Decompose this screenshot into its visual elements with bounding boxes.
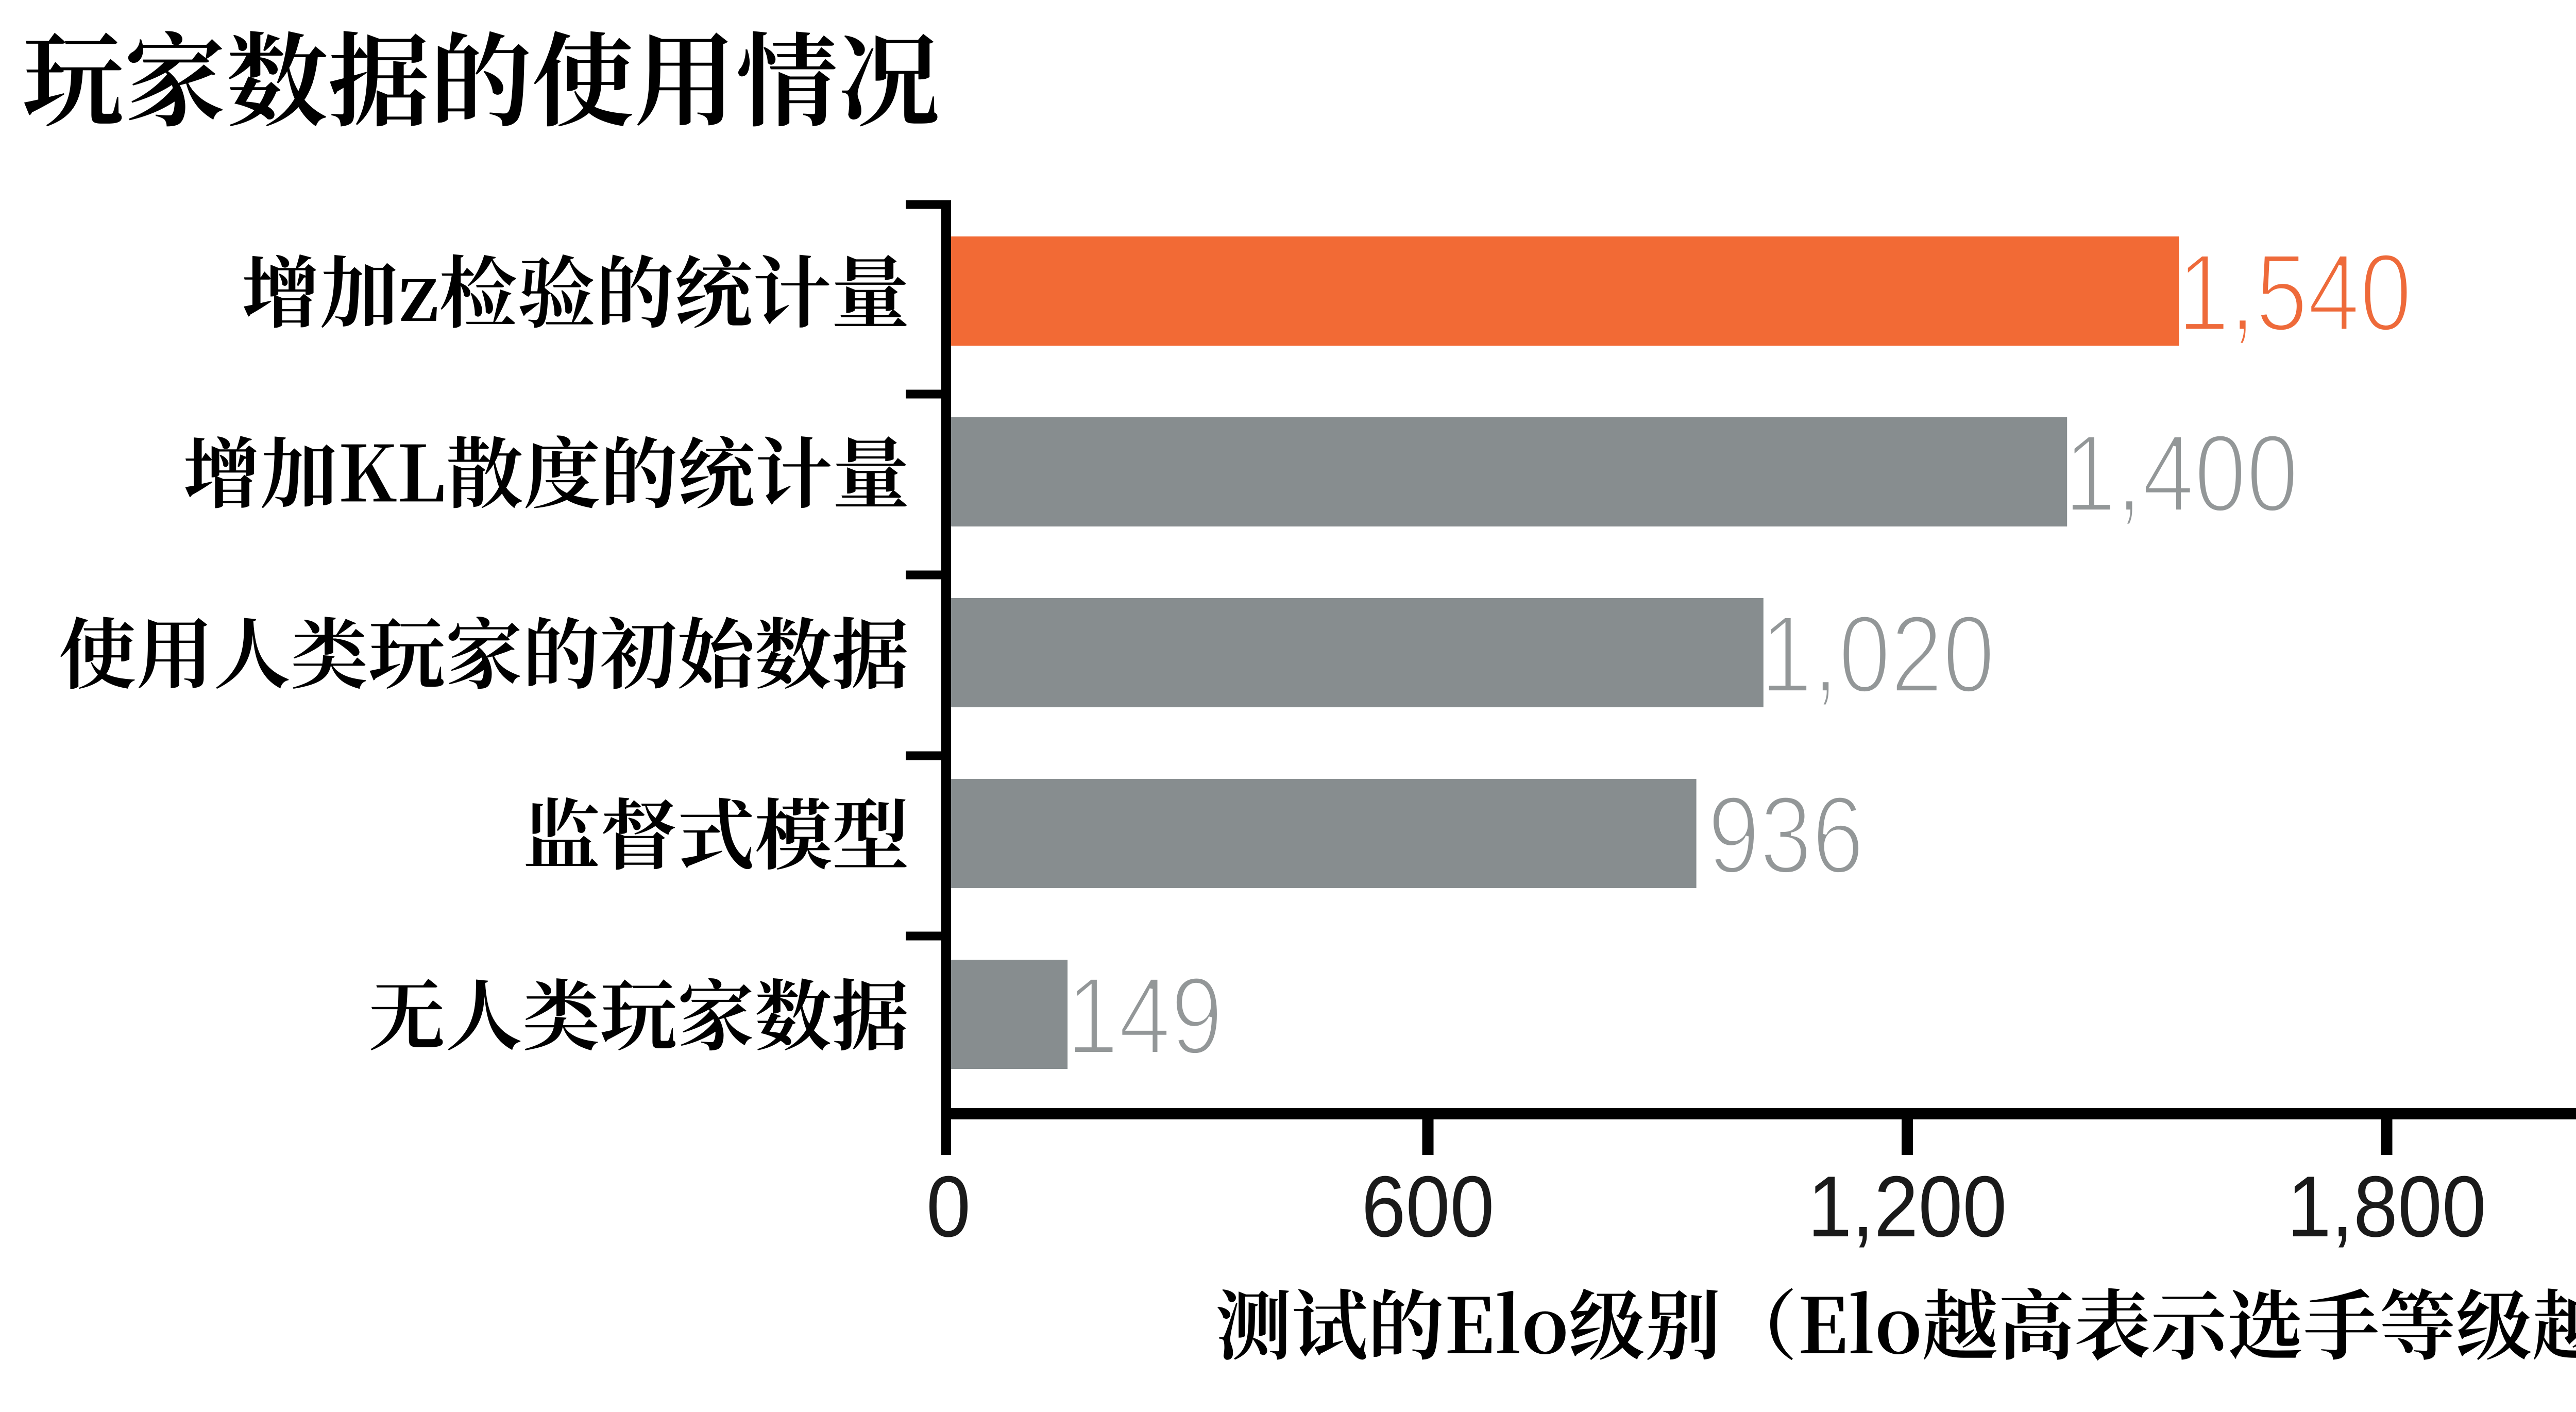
svg-text:1,540: 1,540 <box>2177 231 2412 354</box>
svg-text:1,800: 1,800 <box>2287 1159 2486 1255</box>
svg-text:936: 936 <box>1708 774 1864 897</box>
svg-text:0: 0 <box>926 1159 971 1255</box>
svg-text:1,020: 1,020 <box>1760 593 1995 716</box>
svg-text:149: 149 <box>1066 955 1223 1078</box>
svg-text:1,400: 1,400 <box>2064 412 2298 535</box>
svg-text:1,200: 1,200 <box>1808 1159 2007 1255</box>
svg-text:600: 600 <box>1362 1159 1495 1255</box>
